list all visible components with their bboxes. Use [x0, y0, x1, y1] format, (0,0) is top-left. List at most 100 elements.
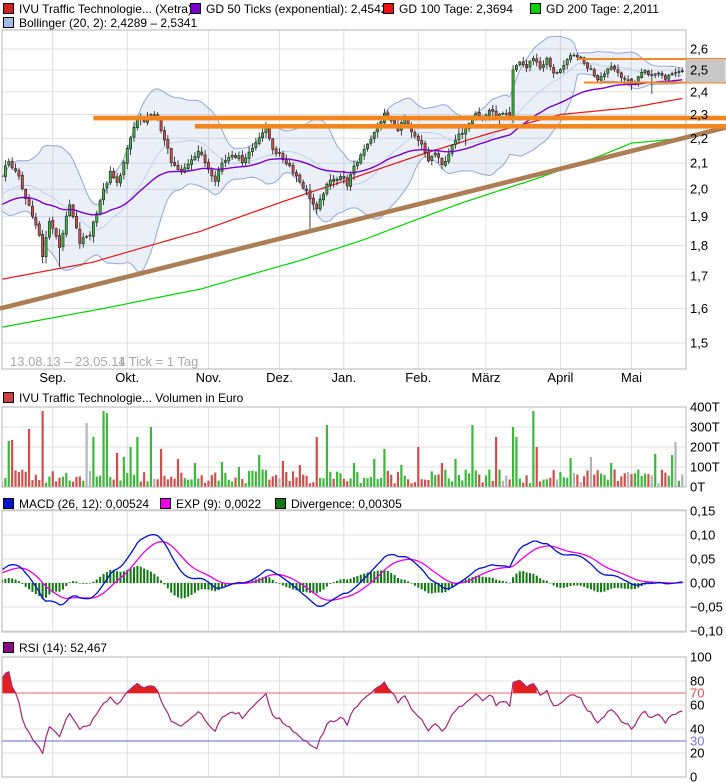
volume-bar — [275, 475, 278, 487]
rsi-axis-tick: 100 — [690, 650, 712, 665]
candle-body — [227, 156, 231, 162]
volume-bar — [498, 469, 501, 487]
divergence-bar — [122, 571, 125, 583]
candle-body — [521, 61, 525, 65]
candle-body — [217, 170, 221, 182]
divergence-bar — [572, 583, 575, 586]
volume-bar — [34, 474, 37, 487]
volume-bar — [589, 457, 592, 487]
legend-item-divergence[interactable]: Divergence: 0,00305 — [275, 497, 402, 511]
legend-item-gd200[interactable]: GD 200 Tage: 2,2011 — [530, 2, 659, 16]
divergence-bar — [532, 573, 535, 583]
candle-body — [244, 157, 248, 163]
volume-bar — [99, 475, 102, 487]
volume-bar — [471, 425, 474, 487]
divergence-bar — [217, 583, 220, 591]
candle-body — [68, 204, 72, 216]
divergence-bar — [132, 567, 135, 583]
volume-bar — [210, 474, 213, 487]
volume-bar — [139, 481, 142, 487]
rsi-line — [2, 671, 683, 755]
gd50-swatch-icon — [190, 3, 201, 14]
divergence-bar — [112, 569, 115, 583]
divergence-bar — [38, 583, 41, 596]
volume-bar — [508, 479, 511, 487]
volume-bar — [623, 473, 626, 487]
candle-body — [166, 139, 170, 149]
volume-bar — [203, 482, 207, 487]
candle-body — [301, 181, 305, 189]
volume-bar — [393, 483, 396, 487]
macd-axis-tick: 0,00 — [690, 576, 715, 591]
candle-body — [37, 223, 41, 236]
legend-item-volume[interactable]: IVU Traffic Technologie... Volumen in Eu… — [3, 391, 243, 405]
candle-body — [108, 171, 112, 184]
legend-item-instrument[interactable]: IVU Traffic Technologie... (Xetra) — [3, 2, 192, 16]
volume-bar — [579, 482, 582, 487]
candle-body — [430, 155, 434, 161]
candle-body — [203, 154, 207, 164]
volume-bar — [298, 465, 301, 487]
candle-body — [640, 72, 644, 78]
candle-body — [281, 153, 285, 161]
volume-axis-tick: 200T — [690, 440, 720, 455]
candle-body — [528, 61, 532, 68]
candle-body — [531, 58, 535, 62]
legend-item-bollinger[interactable]: Bollinger (20, 2): 2,4289 – 2,5341 — [3, 16, 197, 30]
divergence-bar — [444, 583, 447, 593]
bollinger-swatch-icon — [3, 17, 14, 28]
legend-item-gd50[interactable]: GD 50 Ticks (exponential): 2,4542 — [190, 1, 388, 16]
volume-bar — [349, 478, 352, 487]
volume-bar — [14, 470, 17, 487]
volume-bar — [606, 479, 609, 487]
candle-body — [518, 61, 522, 66]
candle-body — [27, 197, 31, 206]
volume-bar — [559, 472, 562, 487]
volume-bar — [122, 457, 125, 487]
volume-border — [1, 406, 687, 488]
volume-bar — [535, 447, 538, 487]
candle-body — [261, 132, 265, 139]
legend-item-rsi[interactable]: RSI (14): 52,467 — [3, 641, 107, 655]
divergence-bar — [508, 582, 511, 584]
candle-body — [122, 161, 126, 176]
divergence-bar — [424, 583, 427, 592]
legend-item-gd100[interactable]: GD 100 Tage: 2,3694 — [383, 1, 513, 16]
divergence-bar — [559, 583, 562, 588]
divergence-bar — [633, 583, 636, 589]
volume-bar — [407, 479, 410, 487]
divergence-bar — [342, 578, 345, 583]
volume-bar — [413, 482, 417, 487]
legend-gd50-label: GD 50 Ticks (exponential): 2,4542 — [206, 1, 388, 16]
volume-bar — [68, 480, 71, 487]
candle-body — [335, 179, 339, 182]
candle-body — [572, 54, 576, 57]
volume-bar — [633, 473, 636, 487]
divergence-bar — [4, 578, 7, 583]
divergence-bar — [176, 583, 179, 598]
legend-gd100-label: GD 100 Tage: 2,3694 — [399, 1, 513, 16]
price-axis-tick: 1,6 — [690, 301, 708, 316]
divergence-bar — [481, 576, 484, 583]
candle-body — [420, 140, 424, 145]
divergence-bar — [319, 583, 322, 592]
candle-body — [102, 188, 105, 201]
candle-body — [562, 65, 566, 70]
legend-item-exp[interactable]: EXP (9): 0,0022 — [160, 497, 261, 511]
legend-item-macd[interactable]: MACD (26, 12): 0,00524 — [3, 497, 149, 511]
candle-body — [592, 69, 596, 76]
candle-body — [542, 64, 545, 68]
volume-bar — [420, 479, 423, 487]
trendline[interactable] — [0, 125, 726, 311]
candle-body — [487, 110, 491, 116]
price-axis-tick: 2,5 — [690, 62, 708, 77]
divergence-bar — [200, 583, 203, 590]
bollinger-upper-line — [2, 35, 683, 206]
x-axis-month-label: Nov. — [196, 370, 222, 385]
divergence-bar — [336, 580, 339, 583]
candle-body — [190, 159, 193, 165]
volume-bar — [620, 476, 623, 487]
candle-body — [393, 120, 396, 125]
